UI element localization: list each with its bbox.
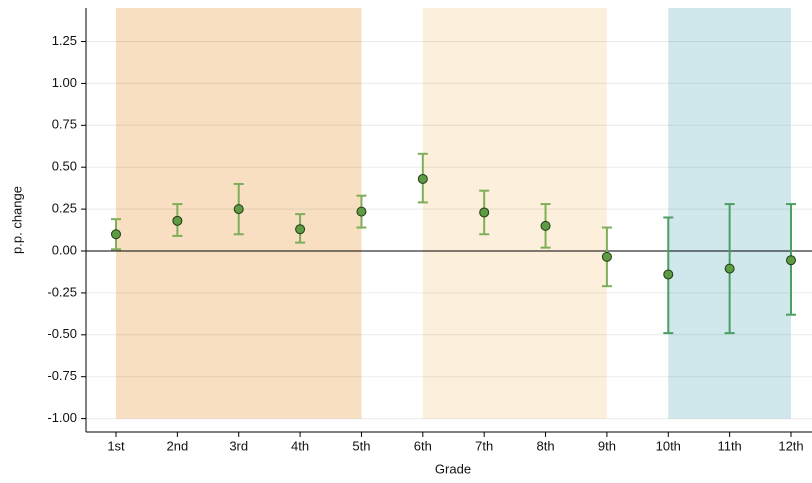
x-tick-label: 3rd — [229, 438, 248, 453]
y-tick-label: -0.25 — [47, 284, 77, 299]
point — [295, 224, 306, 235]
point — [356, 206, 367, 217]
point — [786, 255, 796, 266]
y-tick-label: 1.25 — [52, 33, 77, 48]
x-tick-label: 8th — [537, 438, 555, 453]
y-tick-label: 0.75 — [52, 117, 77, 132]
shaded-region — [422, 8, 607, 419]
point — [540, 220, 551, 231]
y-tick-label: 0.00 — [52, 242, 77, 257]
point — [724, 263, 735, 274]
y-tick-label: -0.75 — [47, 368, 77, 383]
x-tick-label: 12th — [778, 438, 803, 453]
y-tick-label: 0.25 — [52, 201, 77, 216]
point — [111, 229, 121, 240]
point — [601, 251, 612, 262]
y-tick-label: 1.00 — [52, 75, 77, 90]
x-tick-label: 1st — [107, 438, 125, 453]
x-tick-label: 4th — [291, 438, 309, 453]
x-tick-label: 10th — [656, 438, 681, 453]
x-tick-label: 2nd — [167, 438, 189, 453]
point — [479, 207, 490, 218]
y-tick-label: 0.50 — [52, 159, 77, 174]
x-tick-label: 6th — [414, 438, 432, 453]
point — [663, 269, 674, 280]
point — [417, 173, 428, 184]
point — [172, 215, 183, 226]
x-tick-label: 9th — [598, 438, 616, 453]
x-axis-label: Grade — [435, 461, 471, 476]
x-tick-label: 5th — [352, 438, 370, 453]
point — [233, 204, 244, 215]
y-tick-label: -0.50 — [47, 326, 77, 341]
x-tick-label: 7th — [475, 438, 493, 453]
y-tick-label: -1.00 — [47, 410, 77, 425]
x-tick-label: 11th — [717, 438, 741, 453]
y-axis-label: p.p. change — [9, 186, 24, 254]
